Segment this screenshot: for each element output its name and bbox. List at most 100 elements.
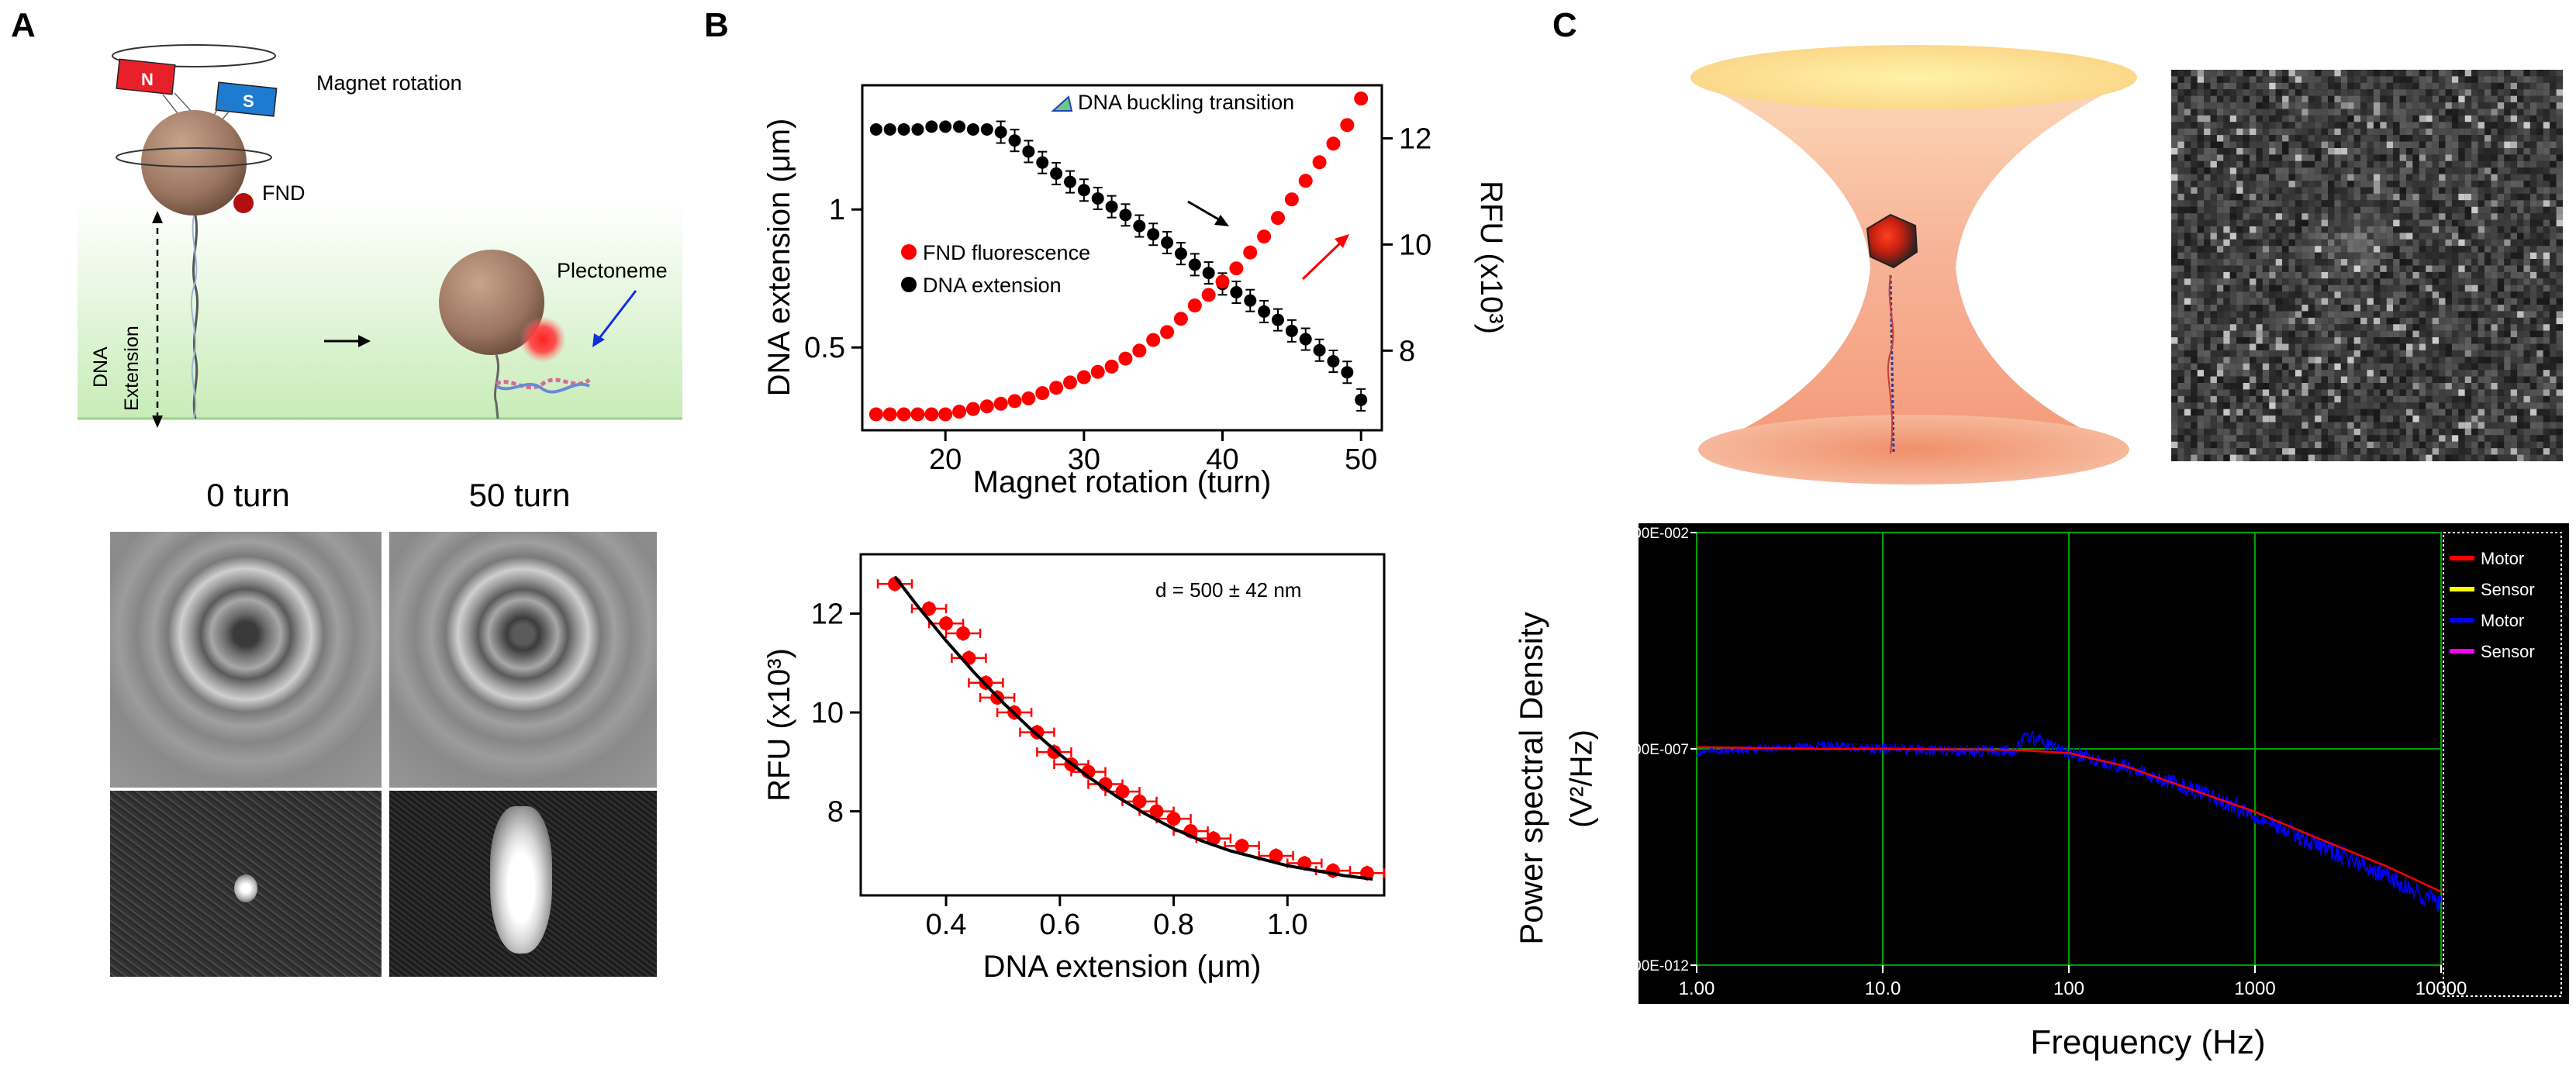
chart-b1-frame bbox=[861, 84, 1383, 432]
chart-b2-xtick-label: 0.6 bbox=[1039, 909, 1080, 941]
plectoneme-pointer bbox=[596, 290, 637, 342]
dna-extension-point bbox=[953, 120, 966, 133]
fnd-fluorescence-point bbox=[896, 407, 911, 422]
psd-legend-label: Motor bbox=[2481, 549, 2524, 568]
fnd-fluorescence-point bbox=[1257, 229, 1272, 244]
chart-b2-frame bbox=[859, 553, 1386, 897]
rfu-point bbox=[1115, 785, 1130, 799]
dna-extension-point bbox=[1230, 286, 1243, 298]
psd-motor-red-line bbox=[1696, 746, 2442, 893]
fnd-fluorescence-point bbox=[1021, 391, 1036, 405]
chart-b1-xtick-label: 50 bbox=[1345, 443, 1377, 476]
fluorescence-image-50-turn bbox=[389, 791, 657, 977]
fnd-fluorescence-point bbox=[965, 402, 980, 416]
dna-extension-point bbox=[1327, 355, 1340, 367]
psd-legend-label: Motor bbox=[2481, 611, 2524, 630]
chart-b1-annotation: DNA buckling transition bbox=[1078, 91, 1294, 114]
psd-xtick-label: 1.00 bbox=[1679, 978, 1715, 999]
magnetic-bead bbox=[141, 110, 247, 216]
psd-ytick-label: 1.00E-007 bbox=[1638, 742, 1689, 758]
rfu-point bbox=[1149, 804, 1164, 819]
fnd-fluorescence-point bbox=[1007, 394, 1022, 409]
dna-extension-point bbox=[1077, 184, 1090, 197]
psd-legend-box bbox=[2443, 532, 2562, 997]
trap-beam bbox=[1690, 78, 2136, 450]
dna-extension-point bbox=[1188, 258, 1201, 271]
legend-dna-label: DNA extension bbox=[923, 274, 1062, 297]
chart-b2-annotation: d = 500 ± 42 nm bbox=[1155, 578, 1301, 602]
rfu-point bbox=[1166, 812, 1181, 826]
fnd-fluorescence-point bbox=[1243, 245, 1258, 260]
psd-xtick-label: 1000 bbox=[2234, 978, 2275, 999]
dna-extension-point bbox=[1299, 333, 1312, 346]
chart-b1-ytick-label: 0.5 bbox=[804, 332, 845, 364]
chart-b2-ylabel: RFU (x10³) bbox=[762, 648, 796, 802]
beam-bottom bbox=[1698, 415, 2129, 485]
dna-extension-point bbox=[1174, 247, 1187, 260]
optical-trap-schematic bbox=[1690, 45, 2137, 485]
magnet-n-block bbox=[116, 58, 176, 95]
dna-extension-point bbox=[911, 122, 924, 136]
fnd-fluorescence-point bbox=[1160, 325, 1175, 340]
fnd-fluorescence-point bbox=[1298, 174, 1313, 188]
chart-b2-xtick-label: 0.8 bbox=[1153, 909, 1194, 941]
fnd-fluorescence-point bbox=[1340, 118, 1355, 133]
dna-extension-point bbox=[1119, 209, 1132, 222]
fnd-fluorescence-point bbox=[1187, 298, 1202, 313]
panel-label-a: A bbox=[11, 6, 36, 44]
trapped-nanodiamond bbox=[1866, 213, 1918, 269]
fnd-fluorescence-point bbox=[1271, 211, 1285, 226]
dna-extension-point bbox=[897, 122, 910, 136]
chart-b1-y2tick-label: 12 bbox=[1399, 122, 1431, 155]
chart-b1-xtick-label: 30 bbox=[1068, 443, 1100, 476]
dna-extension-point bbox=[939, 120, 952, 133]
fnd-fluorescence-point bbox=[979, 399, 994, 414]
rfu-point bbox=[1234, 839, 1249, 854]
dna-extension-point bbox=[994, 126, 1007, 139]
fnd-fluorescence-point bbox=[1284, 192, 1299, 207]
psd-legend-label: Sensor bbox=[2481, 580, 2535, 599]
rotation-arrow-top bbox=[112, 44, 276, 67]
dna-extension-point bbox=[1202, 267, 1215, 280]
fnd-fluorescence-point bbox=[938, 407, 953, 422]
fnd-fluorescence-point bbox=[1173, 312, 1188, 326]
legend-fnd-label: FND fluorescence bbox=[923, 241, 1090, 264]
chart-b2-ytick-label: 12 bbox=[811, 598, 844, 631]
psd-xtick-label: 10.0 bbox=[1865, 978, 1901, 999]
magnet-s-text: S bbox=[243, 91, 254, 111]
fnd-fluorescence-point bbox=[1132, 343, 1147, 358]
dna-extension-point bbox=[1008, 134, 1021, 147]
dna-extension-point bbox=[1244, 294, 1257, 307]
fnd-fluorescence-point bbox=[1201, 288, 1216, 302]
chart-b2-xtick-label: 1.0 bbox=[1267, 909, 1308, 941]
panel-label-b: B bbox=[704, 6, 729, 44]
dna-extension-point bbox=[1147, 228, 1160, 241]
fit-curve bbox=[893, 575, 1373, 881]
psd-ytick-label: 1.00E-002 bbox=[1638, 526, 1689, 542]
psd-ytick-label: 1.00E-012 bbox=[1638, 958, 1689, 974]
turn50-label: 50 turn bbox=[468, 477, 571, 513]
surface-gradient bbox=[78, 202, 682, 419]
dna-extension-point bbox=[1036, 156, 1049, 169]
fnd-fluorescence-point bbox=[1312, 155, 1327, 170]
fnd-fluorescence-point bbox=[1104, 359, 1119, 374]
dna-extension-point bbox=[980, 122, 993, 136]
buckling-marker bbox=[1051, 95, 1073, 112]
dna-extension-point bbox=[883, 122, 896, 136]
turn0-label: 0 turn bbox=[206, 477, 290, 513]
rfu-point bbox=[922, 602, 937, 616]
fnd-fluorescence-point bbox=[993, 396, 1008, 411]
chart-b1-y2tick-label: 8 bbox=[1399, 335, 1415, 367]
plectoneme-label: Plectoneme bbox=[557, 259, 668, 282]
psd-legend-label: Sensor bbox=[2481, 642, 2535, 661]
fnd-fluorescence-point bbox=[882, 407, 897, 422]
fnd-fluorescence-point bbox=[1049, 381, 1064, 395]
dna-extension-point bbox=[1064, 175, 1076, 188]
magnet-n-text: N bbox=[141, 70, 154, 89]
magnetic-bead-2 bbox=[439, 250, 544, 355]
psd-motor-blue-line bbox=[1696, 730, 2442, 912]
black-arrow bbox=[1187, 200, 1222, 222]
beam-top bbox=[1690, 45, 2137, 110]
psd-ylabel-line2: (V²/Hz) bbox=[1564, 729, 1599, 828]
magnetic-tweezers-schematic: N S Magnet rotation FND Plectoneme DNA E… bbox=[78, 44, 682, 428]
